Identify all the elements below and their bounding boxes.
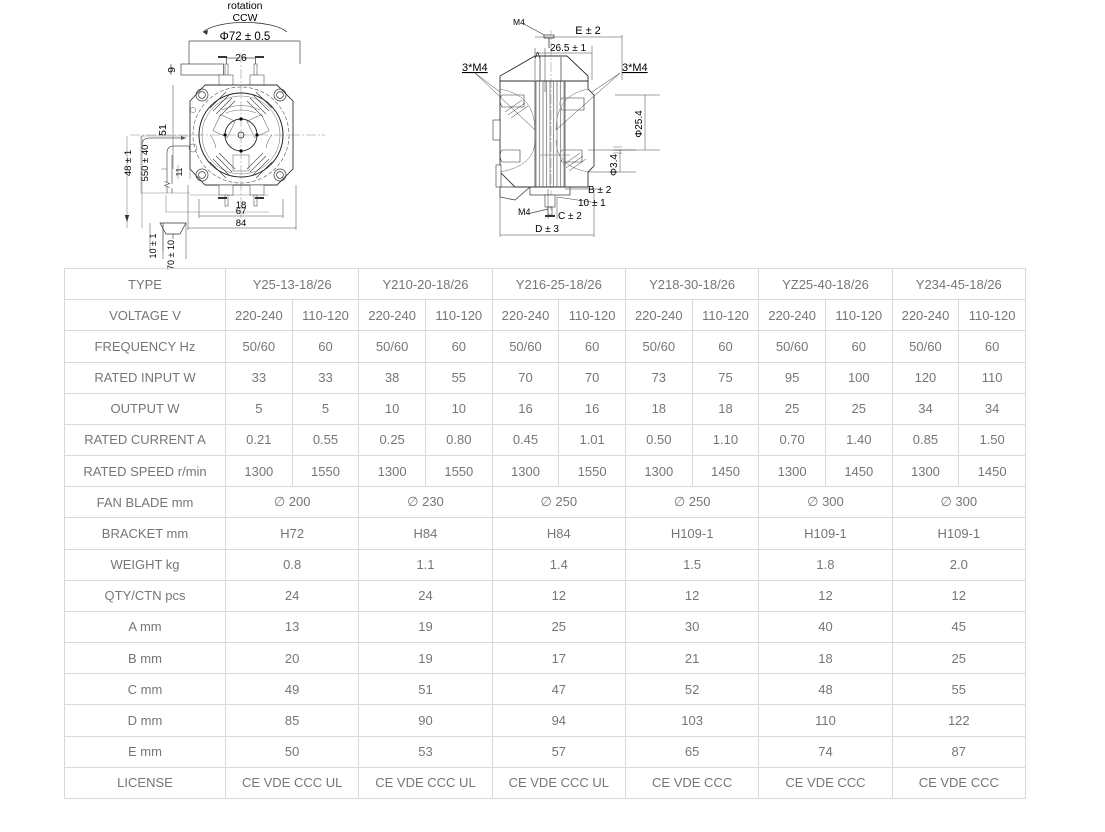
svg-text:rotation: rotation [227, 0, 262, 12]
svg-text:10 ± 1: 10 ± 1 [148, 234, 158, 259]
svg-text:M4: M4 [513, 17, 525, 27]
svg-text:B ± 2: B ± 2 [588, 185, 612, 196]
svg-text:26.5 ± 1: 26.5 ± 1 [550, 43, 587, 54]
svg-text:D ± 3: D ± 3 [535, 224, 559, 235]
svg-text:M4: M4 [518, 207, 531, 217]
svg-text:70 ± 10: 70 ± 10 [166, 240, 176, 270]
svg-text:550 ± 40: 550 ± 40 [140, 145, 151, 182]
svg-text:48 ± 1: 48 ± 1 [123, 150, 134, 176]
svg-text:84: 84 [236, 218, 247, 229]
svg-text:E ± 2: E ± 2 [575, 25, 601, 37]
svg-text:3*M4: 3*M4 [462, 62, 488, 74]
svg-text:3*M4: 3*M4 [622, 62, 648, 74]
svg-text:67: 67 [236, 206, 247, 217]
svg-text:Φ3.4: Φ3.4 [609, 154, 620, 176]
svg-text:51: 51 [157, 124, 169, 136]
svg-text:11: 11 [174, 167, 184, 176]
svg-text:9: 9 [166, 67, 178, 73]
svg-text:C ± 2: C ± 2 [558, 211, 582, 222]
svg-text:Φ25.4: Φ25.4 [634, 110, 645, 138]
svg-text:10 ± 1: 10 ± 1 [578, 198, 606, 209]
